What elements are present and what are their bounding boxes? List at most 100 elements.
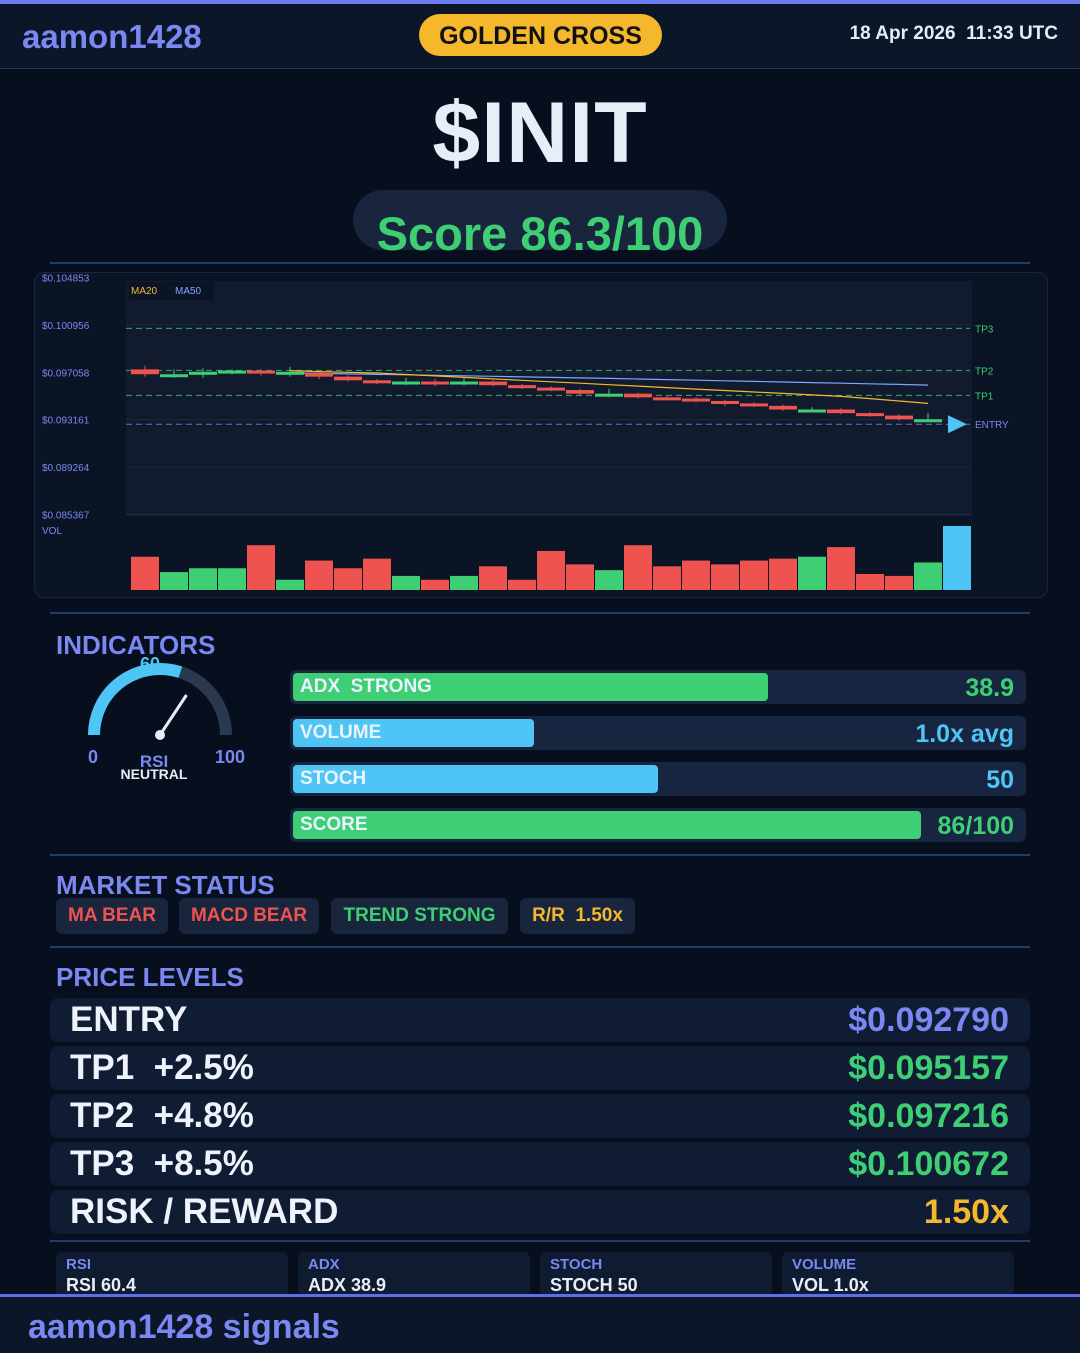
volume-bar — [624, 545, 652, 590]
indicators-title: INDICATORS — [56, 630, 216, 660]
volume-bar — [247, 545, 275, 590]
volume-bar — [827, 547, 855, 590]
candle-body — [392, 381, 420, 385]
bar-fill — [293, 811, 921, 839]
level-row-tp1: TP1 +2.5% $0.095157 — [50, 1046, 1030, 1090]
volume-bar — [943, 526, 971, 590]
bar-fill — [293, 673, 768, 701]
candle-body — [305, 373, 333, 377]
score-pill — [353, 190, 727, 250]
candle-body — [537, 387, 565, 391]
candle-body — [624, 393, 652, 398]
y-tick-label: $0.104853 — [42, 274, 90, 285]
bar-fill — [293, 765, 658, 793]
volume-bar — [566, 564, 594, 590]
candle-body — [334, 376, 362, 381]
footer-bar — [0, 1294, 1080, 1353]
candle-body — [189, 371, 217, 375]
card-key: ADX — [308, 1256, 340, 1273]
status-tag-macd: MACD BEAR — [179, 898, 319, 934]
stat-card-stoch: STOCH STOCH 50 — [540, 1252, 772, 1296]
ma50-line — [289, 372, 929, 386]
volume-axis-label: VOL — [42, 526, 62, 537]
level-label: RISK / REWARD — [70, 1192, 339, 1231]
volume-bar — [914, 562, 942, 590]
volume-bar — [131, 556, 159, 590]
volume-bar — [450, 575, 478, 590]
adx-bar: ADX STRONG 38.9 — [290, 670, 1026, 704]
volume-bar — [769, 558, 797, 590]
price-chart: $0.104853 $0.100956 $0.097058 $0.093161 $0.0… — [42, 274, 1009, 590]
gauge-hub — [155, 730, 165, 740]
y-tick-label: $0.097058 — [42, 368, 90, 379]
card-key: STOCH — [550, 1256, 603, 1273]
candle-body — [479, 381, 507, 386]
candle-body — [595, 393, 623, 397]
candle-body — [914, 419, 942, 423]
y-tick-label: $0.089264 — [42, 463, 90, 474]
legend-ma20: MA20 — [131, 286, 158, 297]
candle-body — [653, 397, 681, 401]
level-label-entry: ENTRY — [975, 420, 1009, 431]
volume-bar — [885, 575, 913, 590]
level-value: 1.50x — [923, 1193, 1009, 1231]
candle-body — [711, 400, 739, 404]
candle-body — [363, 380, 391, 384]
signal-badge: GOLDEN CROSS — [419, 14, 662, 56]
volume-bar — [421, 579, 449, 590]
card-value: VOL 1.0x — [792, 1275, 869, 1295]
gauge-min: 0 — [88, 747, 98, 767]
divider — [50, 612, 1030, 614]
volume-bar — [711, 564, 739, 590]
price-levels-title: PRICE LEVELS — [56, 962, 244, 992]
stat-card-adx: ADX ADX 38.9 — [298, 1252, 530, 1296]
level-row-entry: ENTRY $0.092790 — [50, 998, 1030, 1042]
volume-bar — [740, 560, 768, 590]
y-tick-label: $0.100956 — [42, 321, 90, 332]
gauge-status: NEUTRAL — [121, 766, 188, 782]
stoch-bar: STOCH 50 — [290, 762, 1026, 796]
status-tag-trend: TREND STRONG — [331, 898, 508, 934]
volume-bar — [537, 550, 565, 590]
candle-body — [218, 370, 246, 374]
gauge-needle — [158, 694, 188, 736]
ma20-line — [289, 370, 929, 404]
card-value: STOCH 50 — [550, 1275, 638, 1295]
level-label-tp2: TP2 — [975, 366, 994, 377]
volume-bar — [653, 566, 681, 590]
entry-arrow-icon — [948, 415, 967, 434]
volume-bar — [479, 566, 507, 590]
rsi-gauge: 60 0 100 RSI NEUTRAL — [88, 655, 245, 782]
level-value: $0.095157 — [848, 1049, 1009, 1087]
gauge-track — [88, 663, 232, 736]
level-value: $0.097216 — [848, 1097, 1009, 1135]
candle-body — [682, 398, 710, 402]
candle-body — [885, 415, 913, 420]
divider — [50, 1240, 1030, 1242]
volume-bar — [392, 575, 420, 590]
ticker-symbol: $INIT — [432, 85, 648, 181]
brand-name: aamon1428 — [22, 18, 202, 55]
volume-bar: VOLUME 1.0x avg — [290, 716, 1026, 750]
candle-body — [566, 390, 594, 394]
stat-card-rsi: RSI RSI 60.4 — [56, 1252, 288, 1296]
card-value: ADX 38.9 — [308, 1275, 387, 1295]
level-row-risk-reward: RISK / REWARD 1.50x — [50, 1190, 1030, 1234]
candle-body — [508, 385, 536, 389]
volume-bar — [856, 574, 884, 590]
level-value: $0.092790 — [848, 1001, 1009, 1039]
bar-label: ADX STRONG — [300, 676, 432, 697]
divider — [50, 854, 1030, 856]
card-key: VOLUME — [792, 1256, 857, 1273]
level-label: TP3 +8.5% — [70, 1144, 254, 1183]
level-label: TP1 +2.5% — [70, 1048, 254, 1087]
level-row-tp2: TP2 +4.8% $0.097216 — [50, 1094, 1030, 1138]
top-accent-line — [0, 0, 1080, 4]
gauge-label: RSI — [140, 752, 168, 771]
candle-body — [856, 413, 884, 417]
volume-bar — [682, 560, 710, 590]
legend-ma50: MA50 — [175, 286, 202, 297]
legend-box — [129, 282, 214, 300]
volume-bar — [508, 579, 536, 590]
volume-bar — [189, 568, 217, 590]
